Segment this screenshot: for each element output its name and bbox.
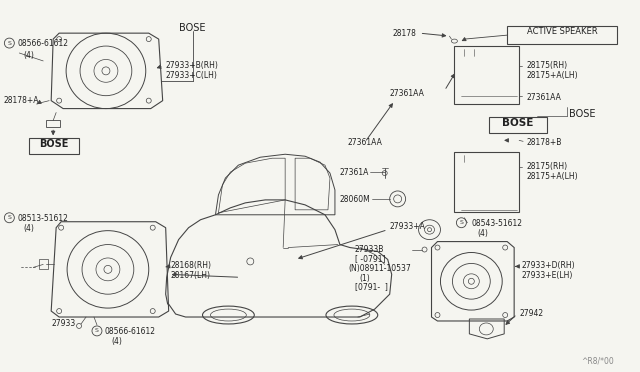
Text: BOSE: BOSE <box>502 118 534 128</box>
Text: 28060M: 28060M <box>340 195 371 204</box>
Text: (4): (4) <box>111 337 122 346</box>
Text: 27933: 27933 <box>51 319 76 328</box>
Text: 27933B: 27933B <box>355 244 384 254</box>
Text: 28175(RH): 28175(RH) <box>526 162 567 171</box>
Text: BOSE: BOSE <box>179 23 206 33</box>
Text: (4): (4) <box>23 224 34 233</box>
Text: (4): (4) <box>477 229 488 238</box>
Text: 28175+A(LH): 28175+A(LH) <box>526 172 578 181</box>
Text: 27933+D(RH): 27933+D(RH) <box>521 262 575 270</box>
Text: 27933+E(LH): 27933+E(LH) <box>521 271 573 280</box>
Text: BOSE: BOSE <box>40 140 69 149</box>
Text: 08566-61612: 08566-61612 <box>17 39 68 48</box>
Text: 27933+A: 27933+A <box>390 222 426 231</box>
Text: ^R8/*00: ^R8/*00 <box>581 357 614 366</box>
Text: 28178+B: 28178+B <box>526 138 561 147</box>
Bar <box>454 152 519 212</box>
Text: S: S <box>8 215 12 220</box>
Text: 08543-51612: 08543-51612 <box>471 219 522 228</box>
Text: 28175+A(LH): 28175+A(LH) <box>526 71 578 80</box>
Text: 08566-61612: 08566-61612 <box>105 327 156 336</box>
Text: S: S <box>460 220 463 225</box>
Text: (N)08911-10537: (N)08911-10537 <box>348 264 411 273</box>
Text: 28178+A: 28178+A <box>3 96 39 105</box>
Bar <box>507 26 617 44</box>
Text: ACTIVE SPEAKER: ACTIVE SPEAKER <box>527 27 597 36</box>
Text: 27942: 27942 <box>519 309 543 318</box>
Text: 27361AA: 27361AA <box>390 89 424 98</box>
Bar <box>29 138 79 154</box>
Bar <box>46 121 60 128</box>
Text: (1): (1) <box>360 274 371 283</box>
Text: 28168(RH): 28168(RH) <box>171 262 212 270</box>
Text: 08513-51612: 08513-51612 <box>17 214 68 223</box>
Bar <box>39 259 48 269</box>
Bar <box>489 116 547 134</box>
Text: 28167(LH): 28167(LH) <box>171 271 211 280</box>
Text: 27933+B(RH): 27933+B(RH) <box>166 61 218 70</box>
Text: 28175(RH): 28175(RH) <box>526 61 567 70</box>
Text: (4): (4) <box>23 51 34 60</box>
Text: BOSE: BOSE <box>569 109 595 119</box>
Text: 28178: 28178 <box>393 29 417 38</box>
Text: 27361AA: 27361AA <box>526 93 561 102</box>
Text: [0791-  ]: [0791- ] <box>355 282 388 291</box>
Text: S: S <box>95 328 99 333</box>
Text: S: S <box>8 41 12 46</box>
Text: 27361AA: 27361AA <box>348 138 383 147</box>
Text: [ -0791]: [ -0791] <box>355 254 385 263</box>
Text: 27933+C(LH): 27933+C(LH) <box>166 71 218 80</box>
Bar <box>454 46 519 104</box>
Text: 27361A: 27361A <box>340 168 369 177</box>
